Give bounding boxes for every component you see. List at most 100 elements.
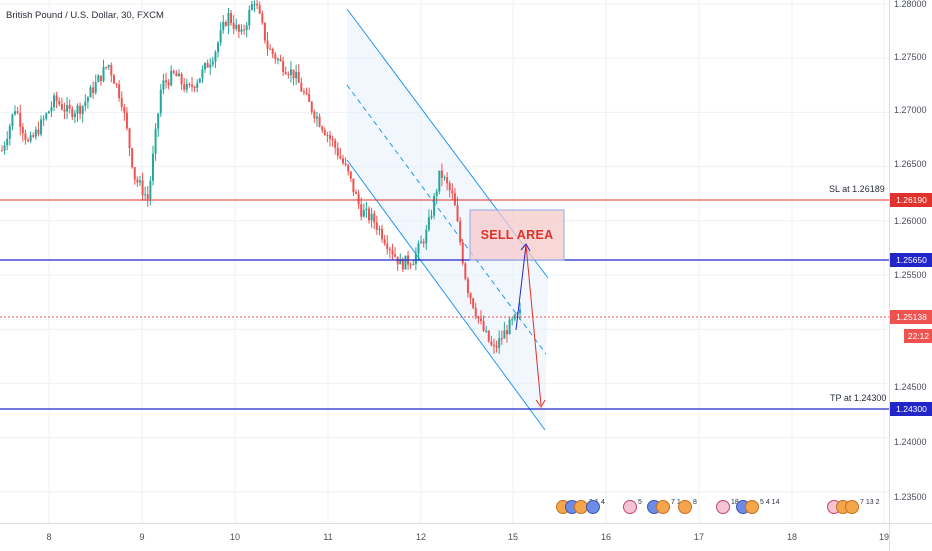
candle-body	[300, 82, 303, 92]
candle-body	[11, 114, 14, 127]
price-axis[interactable]: 1.28000 1.27500 1.27000 1.26500 1.26000 …	[889, 0, 932, 523]
candle-body	[261, 13, 264, 23]
candle-body	[292, 69, 295, 79]
bar-countdown-label: 22:12	[904, 329, 932, 343]
candle-body	[495, 346, 498, 348]
event-marker[interactable]: 18	[716, 499, 739, 522]
candle-body	[253, 3, 256, 5]
candle-body	[92, 87, 95, 93]
time-tick: 18	[786, 532, 798, 542]
candle-body	[230, 13, 233, 24]
candle-body	[336, 147, 339, 156]
candle-body	[399, 259, 402, 265]
event-marker[interactable]: 8	[678, 499, 697, 522]
candle-body	[34, 129, 37, 137]
candle-body	[248, 9, 251, 26]
candle-body	[112, 75, 115, 84]
candle-body	[355, 192, 358, 194]
candle-body	[287, 73, 290, 76]
price-tick: 1.24000	[894, 437, 927, 447]
event-marker[interactable]: 7 1	[647, 499, 681, 522]
candle-body	[154, 128, 157, 154]
candle-body	[123, 106, 126, 113]
candle-body	[420, 241, 423, 244]
price-tick: 1.27000	[894, 105, 927, 115]
chart-area[interactable]: British Pound / U.S. Dollar, 30, FXCM SL…	[0, 0, 889, 523]
candle-body	[373, 213, 376, 223]
price-chart[interactable]	[0, 0, 889, 523]
candle-body	[341, 158, 344, 164]
current-price-label: 1.25138	[890, 310, 932, 324]
event-marker[interactable]: 3 1	[556, 499, 599, 522]
down-arrow-line	[525, 244, 542, 406]
candle-body	[235, 24, 238, 29]
candle-body	[16, 111, 19, 113]
candle-body	[505, 330, 508, 335]
candle-body	[274, 54, 277, 60]
candle-body	[360, 204, 363, 217]
candle-body	[503, 330, 506, 339]
candle-body	[76, 105, 79, 114]
event-marker[interactable]: 5 4 14	[736, 499, 779, 522]
candle-body	[224, 22, 227, 26]
candle-body	[326, 134, 329, 136]
candle-body	[55, 95, 58, 101]
candle-body	[474, 307, 477, 317]
candle-body	[435, 191, 438, 197]
symbol-title: British Pound / U.S. Dollar, 30, FXCM	[6, 10, 164, 21]
candle-body	[146, 194, 149, 200]
candle-body	[97, 75, 100, 83]
candle-body	[472, 298, 475, 308]
candle-body	[151, 153, 154, 181]
candle-body	[334, 140, 337, 148]
event-marker[interactable]: 5	[623, 499, 642, 522]
candle-body	[422, 241, 425, 244]
tp-price-label: 1.24300	[890, 402, 932, 416]
candle-body	[266, 40, 269, 49]
candle-body	[214, 52, 217, 62]
candle-body	[227, 13, 230, 26]
candle-body	[466, 279, 469, 294]
candle-body	[102, 67, 105, 82]
time-tick: 11	[323, 532, 333, 542]
event-marker[interactable]: 7 13 2	[827, 499, 879, 522]
candle-body	[37, 129, 40, 135]
candle-body	[448, 183, 451, 191]
time-axis[interactable]: 8 9 10 11 12 15 16 17 18 19	[0, 523, 889, 551]
candle-body	[120, 98, 123, 107]
candle-body	[6, 138, 9, 146]
candle-body	[487, 330, 490, 342]
candle-body	[99, 75, 102, 82]
candle-body	[21, 126, 24, 134]
candle-body	[66, 105, 69, 112]
candles	[1, 0, 521, 354]
candle-body	[128, 128, 131, 149]
candle-body	[217, 42, 220, 53]
candle-body	[427, 217, 430, 230]
candle-body	[149, 180, 152, 200]
candle-body	[378, 228, 381, 230]
candle-body	[404, 255, 407, 270]
candle-body	[8, 126, 11, 139]
candle-body	[321, 126, 324, 131]
up-arrow-line	[515, 244, 527, 331]
candle-body	[289, 69, 292, 76]
candle-body	[81, 106, 84, 115]
entry-price-label: 1.25650	[890, 253, 932, 267]
candle-body	[185, 84, 188, 90]
candle-body	[513, 314, 516, 320]
time-tick: 9	[139, 532, 145, 542]
candle-body	[269, 48, 272, 50]
candle-body	[381, 228, 384, 240]
event-count: 18	[731, 499, 739, 506]
candle-body	[271, 48, 274, 55]
candle-body	[349, 171, 352, 179]
candle-body	[328, 135, 331, 139]
candle-body	[94, 82, 97, 93]
candle-body	[138, 180, 141, 183]
candle-body	[391, 250, 394, 255]
level-lines	[0, 199, 889, 410]
event-marker[interactable]: 4	[586, 499, 605, 522]
candle-body	[263, 22, 266, 41]
candle-body	[453, 193, 456, 206]
